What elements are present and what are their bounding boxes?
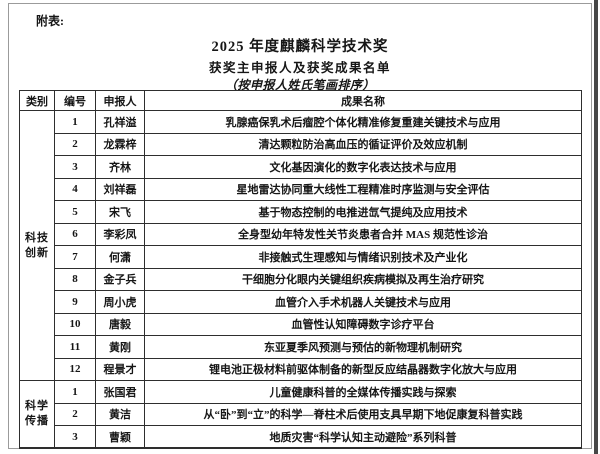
table-header-row: 类别 编号 申报人 成果名称 [19, 90, 582, 111]
row-number: 8 [54, 267, 96, 291]
applicant-name: 刘祥磊 [95, 177, 145, 201]
applicant-name: 龙霖梓 [95, 132, 145, 156]
achievement-title: 锂电池正极材料前驱体制备的新型反应结晶器数字化放大与应用 [144, 357, 582, 381]
achievement-title: 从“卧”到“立”的科学—脊柱术后使用支具早期下地促康复科普实践 [144, 402, 582, 426]
row-number: 1 [54, 380, 96, 404]
achievement-title: 血管介入手术机器人关键技术与应用 [144, 290, 582, 314]
table-row: 11 黄刚 东亚夏季风预测与预估的新物理机制研究 [20, 335, 582, 359]
applicant-name: 宋飞 [95, 200, 145, 224]
table-row: 4 刘祥磊 星地雷达协同重大线性工程精准时序监测与安全评估 [20, 177, 582, 201]
row-number: 12 [54, 357, 96, 381]
appendix-label: 附表: [36, 14, 64, 28]
achievement-title: 东亚夏季风预测与预估的新物理机制研究 [144, 335, 582, 359]
achievement-title: 血管性认知障碍数字诊疗平台 [144, 312, 582, 336]
achievement-title: 清达颗粒防治高血压的循证评价及效应机制 [144, 132, 582, 156]
header-number: 编号 [54, 90, 96, 111]
row-number: 10 [54, 312, 96, 336]
applicant-name: 李彩凤 [95, 222, 145, 246]
row-number: 3 [54, 155, 96, 179]
applicant-name: 曹颖 [95, 425, 145, 449]
achievement-title: 儿童健康科普的全媒体传播实践与探索 [144, 380, 582, 404]
table-row: 9 周小虎 血管介入手术机器人关键技术与应用 [20, 290, 582, 314]
award-table: 类别 编号 申报人 成果名称 科技 创新 1 孔祥溢 乳腺癌保乳术后瘤腔个体化精… [19, 90, 582, 449]
applicant-name: 金子兵 [95, 267, 145, 291]
row-number: 9 [54, 290, 96, 314]
applicant-name: 张国君 [95, 380, 145, 404]
achievement-title: 干细胞分化眼内关键组织疾病模拟及再生治疗研究 [144, 267, 582, 291]
document-title: 2025 年度麒麟科学技术奖 [211, 39, 389, 55]
applicant-name: 孔祥溢 [95, 110, 145, 134]
row-number: 4 [54, 177, 96, 201]
header-applicant: 申报人 [95, 90, 145, 111]
category-line: 传播 [25, 415, 49, 427]
row-number: 11 [54, 335, 96, 359]
applicant-name: 齐林 [95, 155, 145, 179]
category-cell-science-communication: 科学 传播 [19, 380, 55, 449]
table-row: 6 李彩凤 全身型幼年特发性关节炎患者合并 MAS 规范性诊治 [20, 222, 582, 246]
table-row: 5 宋飞 基于物态控制的电推进氙气提纯及应用技术 [20, 200, 582, 224]
table-row: 7 何潇 非接触式生理感知与情绪识别技术及产业化 [20, 245, 582, 269]
applicant-name: 唐毅 [95, 312, 145, 336]
applicant-name: 黄洁 [95, 402, 145, 426]
table-row: 12 程景才 锂电池正极材料前驱体制备的新型反应结晶器数字化放大与应用 [20, 357, 582, 381]
table-row: 3 齐林 文化基因演化的数字化表达技术与应用 [20, 155, 582, 179]
achievement-title: 文化基因演化的数字化表达技术与应用 [144, 155, 582, 179]
table-row: 2 龙霖梓 清达颗粒防治高血压的循证评价及效应机制 [20, 132, 582, 156]
row-number: 1 [54, 110, 96, 134]
applicant-name: 何潇 [95, 245, 145, 269]
row-number: 3 [54, 425, 96, 449]
table-row: 3 曹颖 地质灾害“科学认知主动避险”系列科普 [20, 425, 582, 449]
table-row: 科学 传播 1 张国君 儿童健康科普的全媒体传播实践与探索 [19, 380, 582, 449]
achievement-title: 基于物态控制的电推进氙气提纯及应用技术 [144, 200, 582, 224]
achievement-title: 地质灾害“科学认知主动避险”系列科普 [144, 425, 582, 449]
sort-order-note: （按申报人姓氏笔画排序） [224, 78, 375, 92]
category-cell-tech-innovation: 科技 创新 [19, 110, 55, 381]
row-number: 7 [54, 245, 96, 269]
document-subtitle: 获奖主申报人及获奖成果名单 [208, 61, 391, 75]
header-category: 类别 [19, 90, 55, 111]
row-number: 2 [54, 402, 96, 426]
table-row: 8 金子兵 干细胞分化眼内关键组织疾病模拟及再生治疗研究 [20, 267, 582, 291]
applicant-name: 黄刚 [95, 335, 145, 359]
achievement-title: 全身型幼年特发性关节炎患者合并 MAS 规范性诊治 [144, 222, 582, 246]
row-number: 2 [54, 132, 96, 156]
header-achievement: 成果名称 [144, 90, 582, 111]
achievement-title: 星地雷达协同重大线性工程精准时序监测与安全评估 [144, 177, 582, 201]
applicant-name: 周小虎 [95, 290, 145, 314]
category-line: 科学 [25, 400, 49, 412]
scan-edge-shadow [594, 0, 598, 454]
table-row: 2 黄洁 从“卧”到“立”的科学—脊柱术后使用支具早期下地促康复科普实践 [20, 402, 582, 426]
achievement-title: 乳腺癌保乳术后瘤腔个体化精准修复重建关键技术与应用 [144, 110, 582, 134]
table-row: 科技 创新 1 孔祥溢 乳腺癌保乳术后瘤腔个体化精准修复重建关键技术与应用 [19, 110, 582, 381]
category-line: 科技 [25, 231, 49, 244]
table-row: 10 唐毅 血管性认知障碍数字诊疗平台 [20, 312, 582, 336]
applicant-name: 程景才 [95, 357, 145, 381]
achievement-title: 非接触式生理感知与情绪识别技术及产业化 [144, 245, 582, 269]
row-number: 5 [54, 200, 96, 224]
row-number: 6 [54, 222, 96, 246]
category-line: 创新 [25, 246, 49, 259]
